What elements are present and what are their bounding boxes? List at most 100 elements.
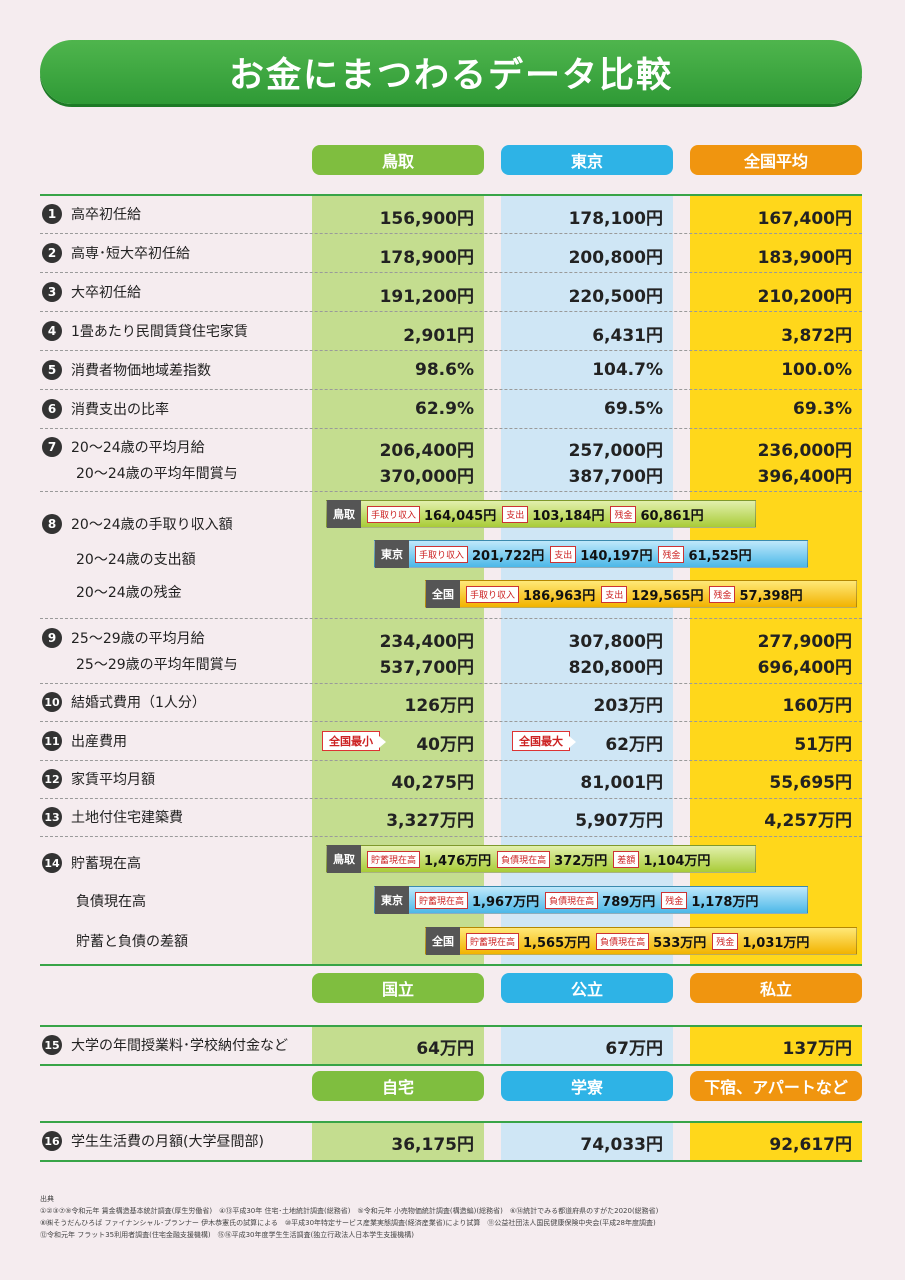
value: 69.3% — [793, 399, 852, 419]
value: 236,000円 — [757, 441, 852, 461]
bar-value: 1,178万円 — [691, 894, 759, 910]
divider — [40, 491, 862, 492]
divider — [40, 272, 862, 273]
header-tottori: 鳥取 — [312, 145, 484, 175]
column-bg-16-1 — [312, 1122, 484, 1160]
bar-value: 129,565円 — [631, 588, 704, 604]
value: 100.0% — [781, 360, 852, 380]
value: 387,700円 — [568, 467, 663, 487]
row-sublabel: 20～24歳の平均年間賞与 — [76, 466, 238, 482]
income-bar-tokyo: 東京 手取り収入 201,722円 支出 140,197円 残金 61,525円 — [374, 540, 808, 568]
row-label: 出産費用 — [71, 734, 127, 750]
value: 137万円 — [782, 1039, 853, 1059]
bar-label: 手取り収入 — [415, 545, 469, 563]
value: 62.9% — [415, 399, 474, 419]
header-private-univ: 私立 — [690, 973, 862, 1003]
row-label: 20～24歳の平均月給 — [71, 440, 205, 456]
row-number: 7 — [42, 437, 62, 457]
row-9-label: 9 25～29歳の平均月給 — [42, 628, 205, 648]
row-number: 6 — [42, 399, 62, 419]
source-heading: 出典 — [40, 1195, 54, 1203]
divider — [40, 233, 862, 234]
value: 4,257万円 — [764, 811, 852, 831]
header-national-univ: 国立 — [312, 973, 484, 1003]
row-13-label: 13 土地付住宅建築費 — [42, 807, 183, 827]
value: 234,400円 — [379, 632, 474, 652]
bar-value: 61,525円 — [688, 548, 752, 564]
header-national: 全国平均 — [690, 145, 862, 175]
value: 191,200円 — [379, 287, 474, 307]
value: 537,700円 — [379, 658, 474, 678]
bar-value: 60,861円 — [640, 508, 704, 524]
bar-tag: 全国 — [426, 580, 460, 608]
badge-national-max: 全国最大 — [512, 731, 576, 751]
bar-value: 140,197円 — [580, 548, 653, 564]
header-home: 自宅 — [312, 1071, 484, 1101]
header-apartment: 下宿、アパートなど — [690, 1071, 862, 1101]
value: 257,000円 — [568, 441, 663, 461]
source-line: ①②③⑦⑨令和元年 賃金構造基本統計調査(厚生労働省) ④⑬平成30年 住宅･土… — [40, 1207, 659, 1215]
row-4-label: 4 1畳あたり民間賃貸住宅家賃 — [42, 321, 248, 341]
bar-label: 貯蓄現在高 — [367, 850, 421, 868]
value: 126万円 — [404, 696, 475, 716]
row-number: 14 — [42, 853, 62, 873]
divider — [40, 683, 862, 684]
row-1-label: 1 高卒初任給 — [42, 204, 141, 224]
value: 67万円 — [605, 1039, 663, 1059]
row-number: 8 — [42, 514, 62, 534]
bar-label: 差額 — [613, 850, 640, 868]
value: 396,400円 — [757, 467, 852, 487]
savings-bar-tottori: 鳥取 貯蓄現在高 1,476万円 負債現在高 372万円 差額 1,104万円 — [326, 845, 756, 873]
value: 5,907万円 — [575, 811, 663, 831]
bar-label: 残金 — [709, 585, 736, 603]
value: 820,800円 — [568, 658, 663, 678]
bar-label: 残金 — [658, 545, 685, 563]
divider — [40, 618, 862, 619]
header-dorm: 学寮 — [501, 1071, 673, 1101]
bar-value: 1,565万円 — [523, 935, 591, 951]
row-sublabel: 負債現在高 — [76, 894, 146, 910]
value: 178,900円 — [379, 248, 474, 268]
row-number: 12 — [42, 769, 62, 789]
source-notes: 出典 ①②③⑦⑨令和元年 賃金構造基本統計調査(厚生労働省) ④⑬平成30年 住… — [40, 1193, 870, 1241]
income-bar-national: 全国 手取り収入 186,963円 支出 129,565円 残金 57,398円 — [425, 580, 857, 608]
row-label: 学生生活費の月額(大学昼間部) — [71, 1134, 264, 1150]
source-line: ⑧㈱そうだんひろば ファイナンシャル･プランナー 伊木恭憲氏の試算による ⑩平成… — [40, 1219, 656, 1227]
bar-label: 負債現在高 — [545, 891, 599, 909]
value: 156,900円 — [379, 209, 474, 229]
row-number: 1 — [42, 204, 62, 224]
row-16-label: 16 学生生活費の月額(大学昼間部) — [42, 1131, 264, 1151]
value: 69.5% — [604, 399, 663, 419]
value: 696,400円 — [757, 658, 852, 678]
value: 370,000円 — [379, 467, 474, 487]
row-3-label: 3 大卒初任給 — [42, 282, 141, 302]
divider — [40, 1121, 862, 1123]
bar-label: 支出 — [601, 585, 628, 603]
value: 178,100円 — [568, 209, 663, 229]
value: 6,431円 — [592, 326, 663, 346]
value: 74,033円 — [580, 1135, 663, 1155]
row-7-label: 7 20～24歳の平均月給 — [42, 437, 205, 457]
divider — [40, 721, 862, 722]
row-label: 貯蓄現在高 — [71, 856, 141, 872]
row-label: 家賃平均月額 — [71, 772, 155, 788]
bar-tag: 鳥取 — [327, 845, 361, 873]
row-label: 高専･短大卒初任給 — [71, 246, 190, 262]
divider — [40, 1025, 862, 1027]
column-bg-16-2 — [501, 1122, 673, 1160]
bar-label: 残金 — [610, 505, 637, 523]
bar-value: 1,967万円 — [472, 894, 540, 910]
row-2-label: 2 高専･短大卒初任給 — [42, 243, 190, 263]
value: 92,617円 — [769, 1135, 852, 1155]
row-label: 消費支出の比率 — [71, 402, 169, 418]
value: 167,400円 — [757, 209, 852, 229]
value: 40,275円 — [391, 773, 474, 793]
value: 81,001円 — [580, 773, 663, 793]
divider — [40, 350, 862, 351]
row-number: 10 — [42, 692, 62, 712]
divider — [40, 428, 862, 429]
row-6-label: 6 消費支出の比率 — [42, 399, 169, 419]
row-number: 9 — [42, 628, 62, 648]
column-bg-15-3 — [690, 1026, 862, 1064]
